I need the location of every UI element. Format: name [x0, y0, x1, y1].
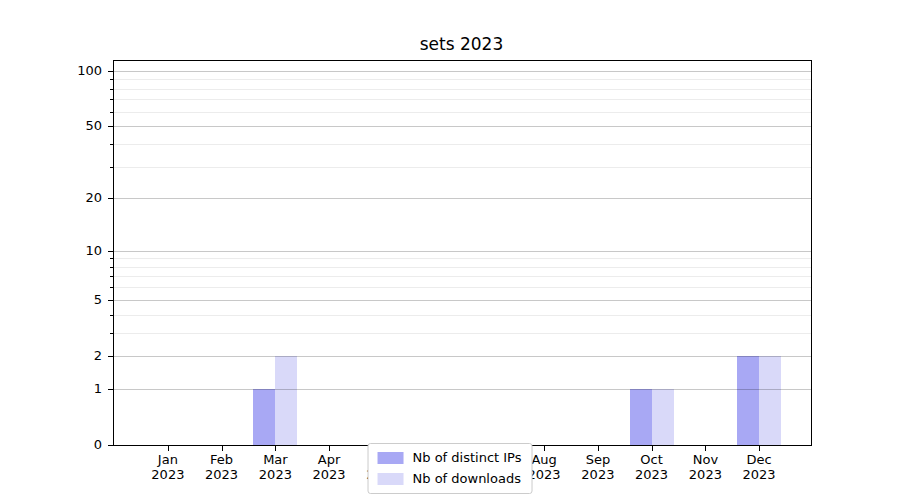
y-tick-label: 5: [2, 293, 102, 307]
x-tick-label: Mar2023: [259, 452, 292, 482]
x-tick-label: Dec2023: [743, 452, 776, 482]
x-tick: [275, 446, 276, 451]
y-tick-label: 2: [2, 349, 102, 363]
x-tick: [544, 446, 545, 451]
major-gridline: [114, 300, 811, 301]
y-minor-tick: [110, 89, 113, 90]
y-minor-tick: [110, 258, 113, 259]
legend-swatch: [378, 473, 404, 485]
x-tick-label-year: 2023: [581, 467, 614, 482]
y-minor-tick: [110, 112, 113, 113]
x-tick: [329, 446, 330, 451]
x-tick-label-year: 2023: [528, 467, 561, 482]
minor-gridline: [114, 112, 811, 113]
x-tick: [222, 446, 223, 451]
x-tick-label-month: Mar: [259, 452, 292, 467]
major-gridline: [114, 126, 811, 127]
x-tick-label: Sep2023: [581, 452, 614, 482]
x-tick-label-month: Feb: [205, 452, 238, 467]
minor-gridline: [114, 79, 811, 80]
y-tick: [108, 126, 113, 127]
y-tick: [108, 389, 113, 390]
x-tick-label-month: Aug: [528, 452, 561, 467]
y-tick: [108, 71, 113, 72]
minor-gridline: [114, 144, 811, 145]
minor-gridline: [114, 287, 811, 288]
x-tick-label-month: Jan: [151, 452, 184, 467]
y-tick-label: 50: [2, 119, 102, 133]
bar-downloads-oct: [652, 389, 674, 445]
x-tick-label-month: Apr: [313, 452, 346, 467]
x-tick-label: Feb2023: [205, 452, 238, 482]
x-tick: [598, 446, 599, 451]
plot-area: 0125102050100Jan2023Feb2023Mar2023Apr202…: [113, 60, 812, 446]
y-tick-label: 10: [2, 244, 102, 258]
major-gridline: [114, 198, 811, 199]
x-tick-label-month: Sep: [581, 452, 614, 467]
minor-gridline: [114, 89, 811, 90]
y-minor-tick: [110, 276, 113, 277]
x-tick: [652, 446, 653, 451]
minor-gridline: [114, 315, 811, 316]
x-tick-label-year: 2023: [205, 467, 238, 482]
legend-entry-distinct-ips: Nb of distinct IPs: [378, 450, 522, 466]
x-tick-label-year: 2023: [743, 467, 776, 482]
x-tick-label-month: Dec: [743, 452, 776, 467]
legend-label: Nb of downloads: [413, 471, 521, 487]
y-tick-label: 100: [2, 64, 102, 78]
y-minor-tick: [110, 167, 113, 168]
y-minor-tick: [110, 144, 113, 145]
minor-gridline: [114, 267, 811, 268]
y-minor-tick: [110, 287, 113, 288]
legend-swatch: [378, 452, 404, 464]
y-tick-label: 0: [2, 438, 102, 452]
legend: Nb of distinct IPs Nb of downloads: [368, 443, 533, 494]
x-tick-label-year: 2023: [313, 467, 346, 482]
x-tick: [759, 446, 760, 451]
x-tick-label-year: 2023: [689, 467, 722, 482]
major-gridline: [114, 389, 811, 390]
x-tick-label: Oct2023: [635, 452, 668, 482]
y-tick: [108, 300, 113, 301]
y-tick: [108, 198, 113, 199]
x-tick-label-year: 2023: [635, 467, 668, 482]
x-tick-label-month: Oct: [635, 452, 668, 467]
minor-gridline: [114, 333, 811, 334]
x-tick-label-month: Nov: [689, 452, 722, 467]
legend-entry-downloads: Nb of downloads: [378, 471, 522, 487]
y-minor-tick: [110, 315, 113, 316]
minor-gridline: [114, 258, 811, 259]
minor-gridline: [114, 276, 811, 277]
x-tick-label: Apr2023: [313, 452, 346, 482]
major-gridline: [114, 71, 811, 72]
x-tick-label-year: 2023: [151, 467, 184, 482]
legend-label: Nb of distinct IPs: [413, 450, 522, 466]
y-tick: [108, 356, 113, 357]
y-tick: [108, 251, 113, 252]
y-minor-tick: [110, 79, 113, 80]
chart-title: sets 2023: [113, 34, 810, 54]
x-tick: [168, 446, 169, 451]
major-gridline: [114, 356, 811, 357]
y-tick-label: 1: [2, 382, 102, 396]
bar-downloads-mar: [275, 356, 297, 445]
bar-distinct-ips-mar: [253, 389, 275, 445]
x-tick-label: Aug2023: [528, 452, 561, 482]
x-tick-label: Nov2023: [689, 452, 722, 482]
bar-downloads-dec: [759, 356, 781, 445]
x-tick-label-year: 2023: [259, 467, 292, 482]
y-tick-label: 20: [2, 191, 102, 205]
y-minor-tick: [110, 333, 113, 334]
bar-distinct-ips-oct: [630, 389, 652, 445]
bar-distinct-ips-dec: [737, 356, 759, 445]
x-tick: [705, 446, 706, 451]
y-minor-tick: [110, 267, 113, 268]
minor-gridline: [114, 99, 811, 100]
minor-gridline: [114, 167, 811, 168]
x-tick-label: Jan2023: [151, 452, 184, 482]
figure: sets 2023 0125102050100Jan2023Feb2023Mar…: [0, 0, 900, 500]
y-minor-tick: [110, 99, 113, 100]
major-gridline: [114, 251, 811, 252]
y-tick: [108, 445, 113, 446]
